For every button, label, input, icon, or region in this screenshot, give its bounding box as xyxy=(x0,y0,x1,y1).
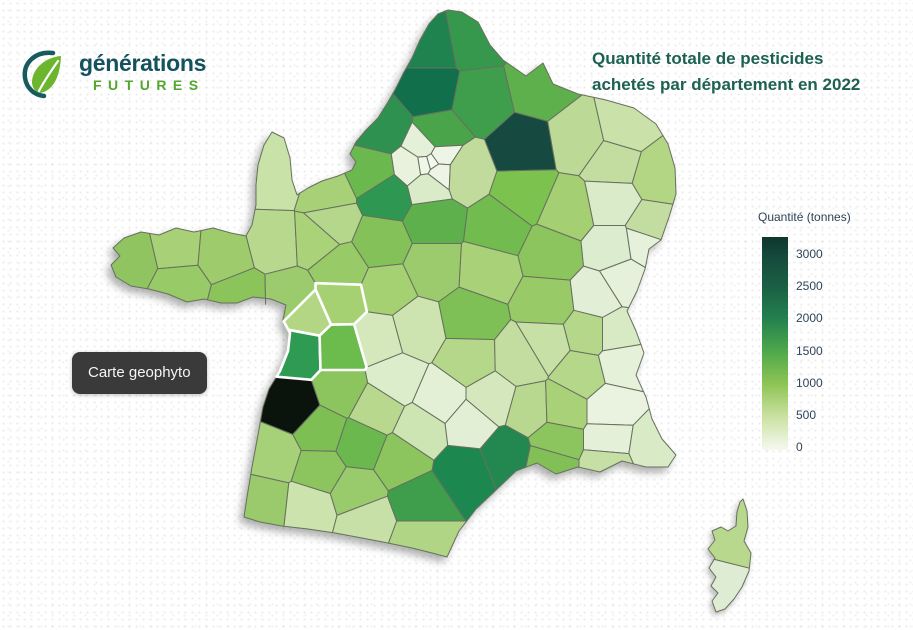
legend-title: Quantité (tonnes) xyxy=(758,210,851,224)
department-29[interactable] xyxy=(110,231,159,290)
department-53[interactable] xyxy=(245,208,298,275)
department-13[interactable] xyxy=(525,445,580,475)
department-16-highlight[interactable] xyxy=(318,322,368,372)
department-66[interactable] xyxy=(388,520,467,558)
department-62[interactable] xyxy=(405,10,457,69)
department-08[interactable] xyxy=(503,61,583,122)
department-64[interactable] xyxy=(243,473,290,527)
legend-gradient-bar xyxy=(762,237,788,450)
logo: générations FUTURES xyxy=(20,50,206,100)
department-74[interactable] xyxy=(602,306,642,352)
legend-tick: 0 xyxy=(796,440,803,454)
logo-text-futures: FUTURES xyxy=(93,77,205,93)
logo-text-generations: générations xyxy=(79,50,207,76)
department-48[interactable] xyxy=(444,398,500,450)
chart-title-line1: Quantité totale de pesticides xyxy=(592,49,824,68)
department-77[interactable] xyxy=(448,136,498,209)
department-44[interactable] xyxy=(207,267,267,305)
department-57[interactable] xyxy=(593,96,664,153)
legend-tick: 2000 xyxy=(796,311,823,325)
chart-title: Quantité totale de pesticides achetés pa… xyxy=(592,46,908,98)
legend-tick: 500 xyxy=(796,408,817,422)
department-2B[interactable] xyxy=(707,498,752,569)
legend-tick: 2500 xyxy=(796,279,823,293)
legend-tick: 1000 xyxy=(796,376,823,390)
department-45[interactable] xyxy=(401,198,468,244)
legend: Quantité (tonnes) 3000 2500 2000 1500 10… xyxy=(756,210,876,462)
department-2A[interactable] xyxy=(708,558,750,613)
department-17-highlight[interactable] xyxy=(275,328,322,382)
department-95[interactable] xyxy=(400,121,436,158)
map-tooltip: Carte geophyto xyxy=(72,352,207,394)
legend-tick: 1500 xyxy=(796,344,823,358)
department-06[interactable] xyxy=(628,408,677,468)
chart-title-line2: achetés par département en 2022 xyxy=(592,75,861,94)
department-50[interactable] xyxy=(254,131,301,212)
department-56[interactable] xyxy=(146,264,212,303)
legend-tick: 3000 xyxy=(796,247,823,261)
leaf-icon xyxy=(22,50,61,99)
department-83[interactable] xyxy=(578,449,634,473)
department-22[interactable] xyxy=(149,227,202,270)
department-04[interactable] xyxy=(583,423,634,455)
